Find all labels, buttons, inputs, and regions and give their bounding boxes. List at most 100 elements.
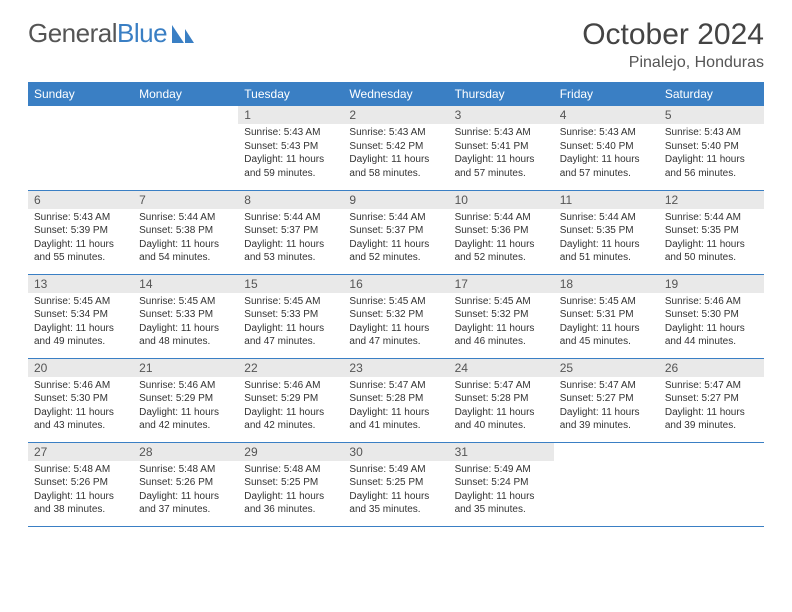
daylight-text: Daylight: 11 hours and 48 minutes. bbox=[139, 322, 232, 349]
day-number: 5 bbox=[659, 106, 764, 124]
day-number: 22 bbox=[238, 359, 343, 377]
day-cell: 15Sunrise: 5:45 AMSunset: 5:33 PMDayligh… bbox=[238, 274, 343, 358]
daylight-text: Daylight: 11 hours and 47 minutes. bbox=[244, 322, 337, 349]
day-data: Sunrise: 5:47 AMSunset: 5:27 PMDaylight:… bbox=[554, 377, 659, 437]
daylight-text: Daylight: 11 hours and 54 minutes. bbox=[139, 238, 232, 265]
daylight-text: Daylight: 11 hours and 52 minutes. bbox=[455, 238, 548, 265]
day-data: Sunrise: 5:44 AMSunset: 5:35 PMDaylight:… bbox=[659, 209, 764, 269]
sunrise-text: Sunrise: 5:45 AM bbox=[455, 295, 548, 309]
day-number bbox=[133, 106, 238, 110]
day-data: Sunrise: 5:49 AMSunset: 5:24 PMDaylight:… bbox=[449, 461, 554, 521]
day-number bbox=[554, 443, 659, 447]
day-data: Sunrise: 5:48 AMSunset: 5:26 PMDaylight:… bbox=[133, 461, 238, 521]
dayname-tuesday: Tuesday bbox=[238, 82, 343, 106]
day-data: Sunrise: 5:45 AMSunset: 5:32 PMDaylight:… bbox=[343, 293, 448, 353]
sunset-text: Sunset: 5:37 PM bbox=[349, 224, 442, 238]
day-cell: 22Sunrise: 5:46 AMSunset: 5:29 PMDayligh… bbox=[238, 358, 343, 442]
day-number: 14 bbox=[133, 275, 238, 293]
sunrise-text: Sunrise: 5:44 AM bbox=[349, 211, 442, 225]
day-cell: 12Sunrise: 5:44 AMSunset: 5:35 PMDayligh… bbox=[659, 190, 764, 274]
day-number: 2 bbox=[343, 106, 448, 124]
day-data: Sunrise: 5:45 AMSunset: 5:33 PMDaylight:… bbox=[238, 293, 343, 353]
sunset-text: Sunset: 5:29 PM bbox=[244, 392, 337, 406]
day-data: Sunrise: 5:46 AMSunset: 5:29 PMDaylight:… bbox=[133, 377, 238, 437]
sunrise-text: Sunrise: 5:47 AM bbox=[349, 379, 442, 393]
sunset-text: Sunset: 5:25 PM bbox=[349, 476, 442, 490]
day-cell bbox=[554, 442, 659, 526]
daylight-text: Daylight: 11 hours and 59 minutes. bbox=[244, 153, 337, 180]
day-number: 26 bbox=[659, 359, 764, 377]
dayname-row: SundayMondayTuesdayWednesdayThursdayFrid… bbox=[28, 82, 764, 106]
sunrise-text: Sunrise: 5:47 AM bbox=[560, 379, 653, 393]
day-cell: 6Sunrise: 5:43 AMSunset: 5:39 PMDaylight… bbox=[28, 190, 133, 274]
day-number: 12 bbox=[659, 191, 764, 209]
calendar-body: 1Sunrise: 5:43 AMSunset: 5:43 PMDaylight… bbox=[28, 106, 764, 526]
day-data: Sunrise: 5:43 AMSunset: 5:40 PMDaylight:… bbox=[659, 124, 764, 184]
title-block: October 2024 Pinalejo, Honduras bbox=[582, 18, 764, 72]
daylight-text: Daylight: 11 hours and 35 minutes. bbox=[349, 490, 442, 517]
day-cell: 4Sunrise: 5:43 AMSunset: 5:40 PMDaylight… bbox=[554, 106, 659, 190]
sunset-text: Sunset: 5:25 PM bbox=[244, 476, 337, 490]
day-cell: 19Sunrise: 5:46 AMSunset: 5:30 PMDayligh… bbox=[659, 274, 764, 358]
sunset-text: Sunset: 5:32 PM bbox=[349, 308, 442, 322]
day-cell: 30Sunrise: 5:49 AMSunset: 5:25 PMDayligh… bbox=[343, 442, 448, 526]
day-number: 13 bbox=[28, 275, 133, 293]
sunrise-text: Sunrise: 5:45 AM bbox=[244, 295, 337, 309]
sunset-text: Sunset: 5:38 PM bbox=[139, 224, 232, 238]
daylight-text: Daylight: 11 hours and 47 minutes. bbox=[349, 322, 442, 349]
sunset-text: Sunset: 5:41 PM bbox=[455, 140, 548, 154]
day-data: Sunrise: 5:44 AMSunset: 5:38 PMDaylight:… bbox=[133, 209, 238, 269]
day-number: 9 bbox=[343, 191, 448, 209]
daylight-text: Daylight: 11 hours and 53 minutes. bbox=[244, 238, 337, 265]
day-number: 17 bbox=[449, 275, 554, 293]
sunrise-text: Sunrise: 5:45 AM bbox=[560, 295, 653, 309]
daylight-text: Daylight: 11 hours and 39 minutes. bbox=[560, 406, 653, 433]
sunrise-text: Sunrise: 5:47 AM bbox=[455, 379, 548, 393]
day-number: 19 bbox=[659, 275, 764, 293]
daylight-text: Daylight: 11 hours and 50 minutes. bbox=[665, 238, 758, 265]
day-data: Sunrise: 5:44 AMSunset: 5:35 PMDaylight:… bbox=[554, 209, 659, 269]
day-cell bbox=[28, 106, 133, 190]
day-number: 28 bbox=[133, 443, 238, 461]
day-data: Sunrise: 5:43 AMSunset: 5:40 PMDaylight:… bbox=[554, 124, 659, 184]
day-data: Sunrise: 5:46 AMSunset: 5:29 PMDaylight:… bbox=[238, 377, 343, 437]
sunset-text: Sunset: 5:35 PM bbox=[560, 224, 653, 238]
sunset-text: Sunset: 5:29 PM bbox=[139, 392, 232, 406]
dayname-wednesday: Wednesday bbox=[343, 82, 448, 106]
dayname-saturday: Saturday bbox=[659, 82, 764, 106]
day-data: Sunrise: 5:48 AMSunset: 5:26 PMDaylight:… bbox=[28, 461, 133, 521]
day-cell: 18Sunrise: 5:45 AMSunset: 5:31 PMDayligh… bbox=[554, 274, 659, 358]
day-data: Sunrise: 5:46 AMSunset: 5:30 PMDaylight:… bbox=[659, 293, 764, 353]
sunset-text: Sunset: 5:42 PM bbox=[349, 140, 442, 154]
day-number: 6 bbox=[28, 191, 133, 209]
day-cell: 17Sunrise: 5:45 AMSunset: 5:32 PMDayligh… bbox=[449, 274, 554, 358]
daylight-text: Daylight: 11 hours and 40 minutes. bbox=[455, 406, 548, 433]
sunset-text: Sunset: 5:30 PM bbox=[665, 308, 758, 322]
day-cell: 7Sunrise: 5:44 AMSunset: 5:38 PMDaylight… bbox=[133, 190, 238, 274]
sunrise-text: Sunrise: 5:49 AM bbox=[349, 463, 442, 477]
day-cell: 23Sunrise: 5:47 AMSunset: 5:28 PMDayligh… bbox=[343, 358, 448, 442]
day-cell: 9Sunrise: 5:44 AMSunset: 5:37 PMDaylight… bbox=[343, 190, 448, 274]
daylight-text: Daylight: 11 hours and 57 minutes. bbox=[560, 153, 653, 180]
sunset-text: Sunset: 5:30 PM bbox=[34, 392, 127, 406]
day-data: Sunrise: 5:46 AMSunset: 5:30 PMDaylight:… bbox=[28, 377, 133, 437]
day-number: 11 bbox=[554, 191, 659, 209]
day-number bbox=[28, 106, 133, 110]
sunset-text: Sunset: 5:37 PM bbox=[244, 224, 337, 238]
sunset-text: Sunset: 5:33 PM bbox=[244, 308, 337, 322]
daylight-text: Daylight: 11 hours and 44 minutes. bbox=[665, 322, 758, 349]
sunset-text: Sunset: 5:34 PM bbox=[34, 308, 127, 322]
day-data: Sunrise: 5:45 AMSunset: 5:32 PMDaylight:… bbox=[449, 293, 554, 353]
daylight-text: Daylight: 11 hours and 46 minutes. bbox=[455, 322, 548, 349]
day-cell: 1Sunrise: 5:43 AMSunset: 5:43 PMDaylight… bbox=[238, 106, 343, 190]
day-cell bbox=[659, 442, 764, 526]
logo-text-1: General bbox=[28, 18, 117, 49]
day-cell: 25Sunrise: 5:47 AMSunset: 5:27 PMDayligh… bbox=[554, 358, 659, 442]
sunrise-text: Sunrise: 5:45 AM bbox=[34, 295, 127, 309]
day-cell: 28Sunrise: 5:48 AMSunset: 5:26 PMDayligh… bbox=[133, 442, 238, 526]
day-data: Sunrise: 5:43 AMSunset: 5:42 PMDaylight:… bbox=[343, 124, 448, 184]
logo: GeneralBlue bbox=[28, 18, 196, 49]
day-cell: 10Sunrise: 5:44 AMSunset: 5:36 PMDayligh… bbox=[449, 190, 554, 274]
sunrise-text: Sunrise: 5:46 AM bbox=[244, 379, 337, 393]
sunset-text: Sunset: 5:43 PM bbox=[244, 140, 337, 154]
